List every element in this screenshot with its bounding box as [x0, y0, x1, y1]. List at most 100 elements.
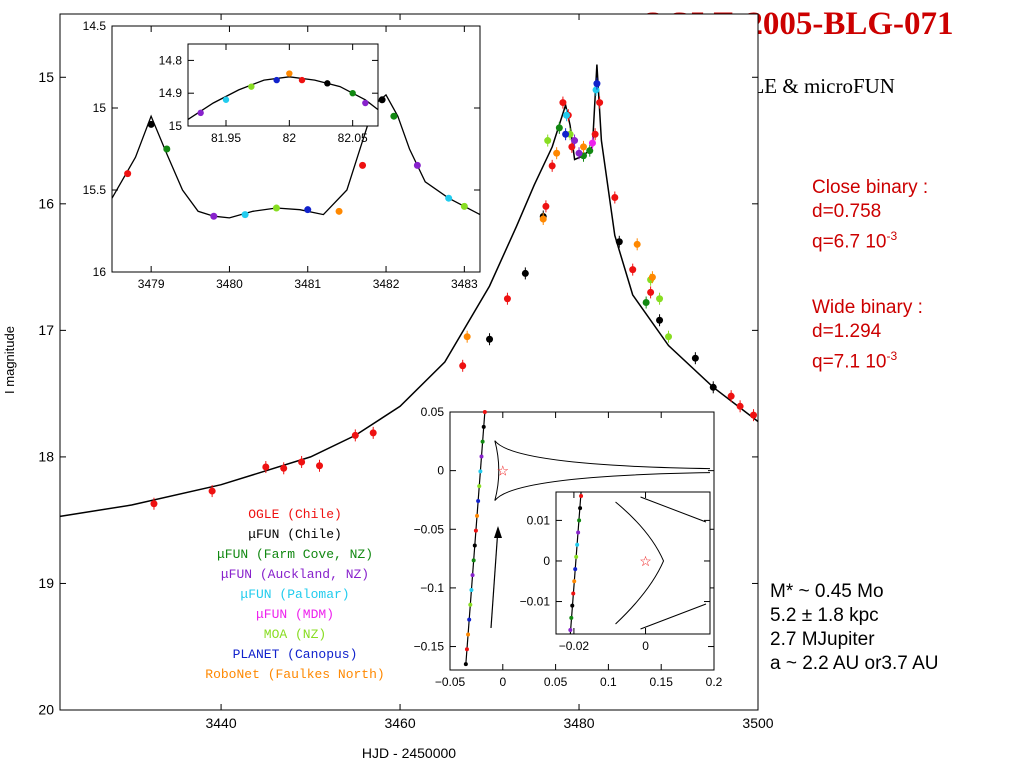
- data-point: [351, 431, 359, 439]
- results-block: M* ~ 0.45 Mo 5.2 ± 1.8 kpc 2.7 MJupiter …: [770, 580, 938, 676]
- trajectory-point: [470, 573, 475, 578]
- zoom-inset-data-point: [272, 204, 280, 212]
- data-point: [280, 464, 288, 472]
- result-planet-mass: 2.7 MJupiter: [770, 629, 875, 650]
- caustic-zoom-inset-y-tick-label: −0.01: [520, 595, 551, 609]
- close-binary-label: Close binary :: [812, 177, 929, 198]
- data-point: [580, 143, 587, 151]
- zoom-inset-data-point: [210, 212, 218, 220]
- trajectory-point: [477, 484, 482, 489]
- caustic-zoom-inset-y-tick-label: 0: [543, 554, 550, 568]
- trajectory-point: [463, 662, 468, 667]
- zoom-inset-y-tick-label: 15: [93, 101, 107, 115]
- trajectory-point-zoom: [570, 603, 575, 608]
- wide-binary-q-exp: -3: [886, 349, 898, 363]
- zoom-inset-data-point: [335, 207, 343, 215]
- zoom-inset-y-tick-label: 14.5: [83, 19, 107, 33]
- zoom-inset-x-tick-label: 3483: [451, 277, 478, 291]
- trajectory-point: [479, 454, 484, 459]
- caustic-inset-y-tick-label: −0.15: [414, 640, 445, 654]
- zoom-inset-data-point: [147, 120, 155, 128]
- trajectory-point: [468, 602, 473, 607]
- peak-inset-data-point: [222, 96, 230, 103]
- data-point: [562, 111, 570, 119]
- legend-entry: μFUN (Farm Cove, NZ): [217, 547, 373, 562]
- peak-inset-model-curve: [187, 76, 379, 120]
- main-y-tick-label: 18: [38, 449, 54, 465]
- data-point: [593, 80, 601, 88]
- data-point: [562, 130, 570, 138]
- data-point: [571, 137, 579, 145]
- caustic-zoom-inset-x-tick-label: −0.02: [559, 639, 590, 653]
- peak-inset-x-tick-label: 81.95: [211, 131, 241, 145]
- data-point: [521, 269, 529, 277]
- peak-inset-chart: 81.95 82 82.05 14.8 14.9 15: [159, 43, 379, 145]
- trajectory-point: [481, 424, 486, 429]
- trajectory-point-zoom: [571, 591, 576, 596]
- trajectory-point: [482, 410, 487, 414]
- result-mass: M* ~ 0.45 Mo: [770, 581, 884, 602]
- data-point: [544, 137, 552, 145]
- data-point: [298, 458, 306, 466]
- trajectory-point-zoom: [569, 615, 574, 620]
- source-trajectory: [465, 411, 486, 665]
- close-binary-d: d=0.758: [812, 201, 882, 222]
- data-point: [709, 383, 717, 391]
- trajectory-point: [467, 617, 472, 622]
- caustic-zoom-inset-x-tick-label: 0: [642, 639, 649, 653]
- data-point: [542, 202, 550, 210]
- data-point: [615, 238, 623, 246]
- trajectory-point: [466, 632, 471, 637]
- trajectory-point: [472, 543, 477, 548]
- legend-entry: μFUN (Palomar): [240, 587, 349, 602]
- data-point: [611, 193, 619, 201]
- zoom-inset-data-point: [241, 211, 249, 219]
- data-point: [369, 429, 377, 437]
- wide-binary-q: q=7.1 10-3: [812, 344, 923, 374]
- data-point: [656, 295, 664, 303]
- zoom-inset-x-tick-label: 3480: [216, 277, 243, 291]
- x-axis-label: HJD - 2450000: [362, 745, 456, 761]
- zoom-inset-data-point: [163, 145, 171, 153]
- trajectory-point-zoom: [575, 542, 580, 547]
- trajectory-point-zoom: [572, 579, 577, 584]
- caustic-inset-x-tick-label: −0.05: [435, 675, 466, 689]
- close-binary-q-exp: -3: [886, 229, 898, 243]
- main-x-tick-label: 3480: [563, 715, 594, 731]
- trajectory-point: [464, 647, 469, 652]
- zoom-inset-data-point: [304, 206, 312, 214]
- zoom-inset-x-tick-label: 3482: [373, 277, 400, 291]
- trajectory-point: [476, 498, 481, 503]
- caustic-zoom-inset-frame: [555, 491, 711, 635]
- caustic-curve: [494, 440, 711, 501]
- wide-binary-label: Wide binary :: [812, 297, 923, 318]
- peak-inset-data-point: [324, 80, 331, 87]
- data-point: [592, 86, 600, 94]
- data-point: [548, 162, 556, 170]
- data-point: [150, 500, 158, 508]
- legend: OGLE (Chile) μFUN (Chile) μFUN (Farm Cove,…: [205, 507, 384, 682]
- direction-arrow: [490, 527, 499, 629]
- model-curve: [59, 64, 759, 518]
- data-point: [736, 402, 744, 410]
- y-axis-label: I magnitude: [2, 326, 17, 394]
- peak-inset-data-point: [273, 76, 280, 84]
- data-point: [633, 240, 641, 248]
- caustic-zoom-curve: [615, 496, 707, 630]
- data-point: [262, 463, 270, 471]
- main-y-tick-label: 17: [38, 322, 54, 338]
- data-point: [208, 487, 216, 495]
- trajectory-point: [480, 439, 485, 444]
- caustic-inset-y-tick-label: −0.1: [420, 581, 444, 595]
- zoom-inset-data-point: [413, 161, 421, 169]
- data-point: [727, 392, 735, 400]
- data-point: [691, 354, 699, 362]
- zoom-inset-data-point: [378, 96, 386, 104]
- zoom-inset-data-point: [445, 194, 453, 202]
- direction-arrow-head: [494, 526, 502, 538]
- close-binary-q: q=6.7 10-3: [812, 224, 928, 254]
- data-point: [486, 335, 494, 343]
- trajectory-point-zoom: [574, 554, 579, 559]
- legend-entry: OGLE (Chile): [248, 507, 342, 522]
